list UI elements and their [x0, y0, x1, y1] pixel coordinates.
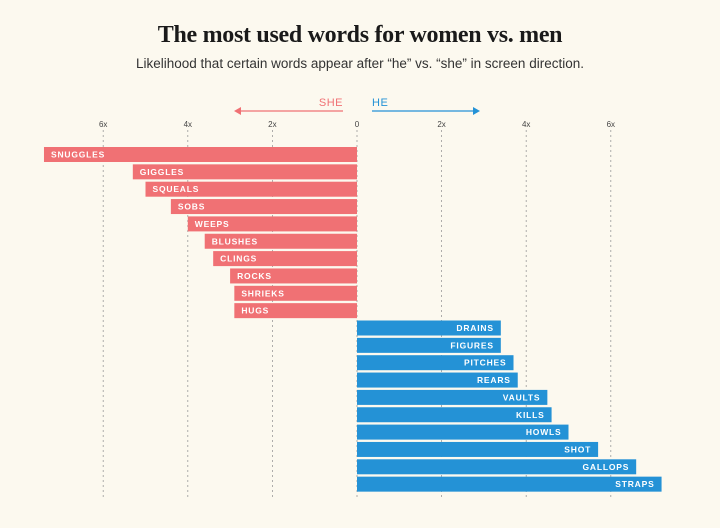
- he-bar: [357, 320, 501, 336]
- she-direction-label: SHE: [319, 97, 343, 109]
- bar-label: CLINGS: [220, 254, 257, 264]
- bar-label: FIGURES: [450, 340, 493, 350]
- chart-subtitle: Likelihood that certain words appear aft…: [136, 56, 584, 71]
- chart-title: The most used words for women vs. men: [157, 22, 563, 48]
- bar-label: KILLS: [516, 410, 545, 420]
- bar-label: WEEPS: [195, 219, 230, 229]
- she-bar: [204, 233, 357, 249]
- bar-label: SOBS: [178, 202, 205, 212]
- bar-label: DRAINS: [456, 323, 493, 333]
- he-bar: [357, 407, 552, 423]
- she-arrow-head: [234, 107, 241, 115]
- bar-label: SHRIEKS: [241, 288, 284, 298]
- she-bar: [234, 303, 357, 319]
- he-bar: [357, 337, 501, 353]
- x-tick-label: 2x: [268, 120, 276, 129]
- he-direction-label: HE: [372, 97, 388, 109]
- bar-label: REARS: [477, 375, 511, 385]
- x-tick-label: 4x: [184, 120, 192, 129]
- bar-label: HUGS: [241, 306, 269, 316]
- he-bar: [357, 476, 662, 492]
- x-tick-label: 2x: [437, 120, 445, 129]
- he-bar: [357, 441, 599, 457]
- x-tick-label: 6x: [607, 120, 615, 129]
- he-bar: [357, 389, 548, 405]
- he-bar: [357, 355, 514, 371]
- bar-label: HOWLS: [526, 427, 562, 437]
- bar-label: VAULTS: [503, 392, 541, 402]
- x-tick-label: 4x: [522, 120, 530, 129]
- she-bar: [230, 268, 357, 284]
- she-bar: [170, 199, 357, 215]
- x-tick-label: 0: [355, 120, 360, 129]
- he-arrow-head: [473, 107, 480, 115]
- she-bar: [187, 216, 357, 232]
- bar-label: SNUGGLES: [51, 150, 105, 160]
- bar-label: SQUEALS: [153, 184, 200, 194]
- bar-label: SHOT: [564, 444, 591, 454]
- he-bar: [357, 424, 569, 440]
- bar-label: BLUSHES: [212, 236, 258, 246]
- she-bar: [43, 147, 357, 162]
- bar-label: GIGGLES: [140, 167, 184, 177]
- she-bar: [213, 251, 357, 267]
- she-bar: [145, 181, 357, 197]
- x-tick-label: 6x: [99, 120, 107, 129]
- bar-label: ROCKS: [237, 271, 272, 281]
- bar-layer: SNUGGLES GIGGLES SQUEALS SOBS WEEPS BLUSHES CL…: [43, 147, 662, 492]
- he-bar: [357, 372, 518, 388]
- bar-label: PITCHES: [464, 358, 506, 368]
- axis-layer: 6x 4x 2x 0 2x 4x 6x: [99, 120, 615, 129]
- direction-legend: SHE HE: [234, 97, 480, 115]
- she-bar: [234, 285, 357, 301]
- bar-label: STRAPS: [615, 479, 654, 489]
- bar-label: GALLOPS: [582, 462, 629, 472]
- she-bar: [132, 164, 357, 180]
- he-bar: [357, 459, 637, 475]
